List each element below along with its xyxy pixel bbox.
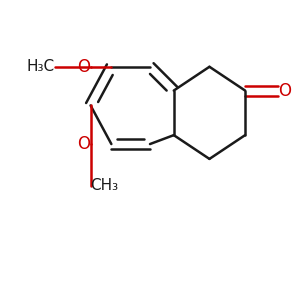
Text: O: O xyxy=(78,58,91,76)
Text: CH₃: CH₃ xyxy=(91,178,119,193)
Text: O: O xyxy=(278,82,291,100)
Text: H₃C: H₃C xyxy=(27,59,55,74)
Text: O: O xyxy=(78,135,91,153)
